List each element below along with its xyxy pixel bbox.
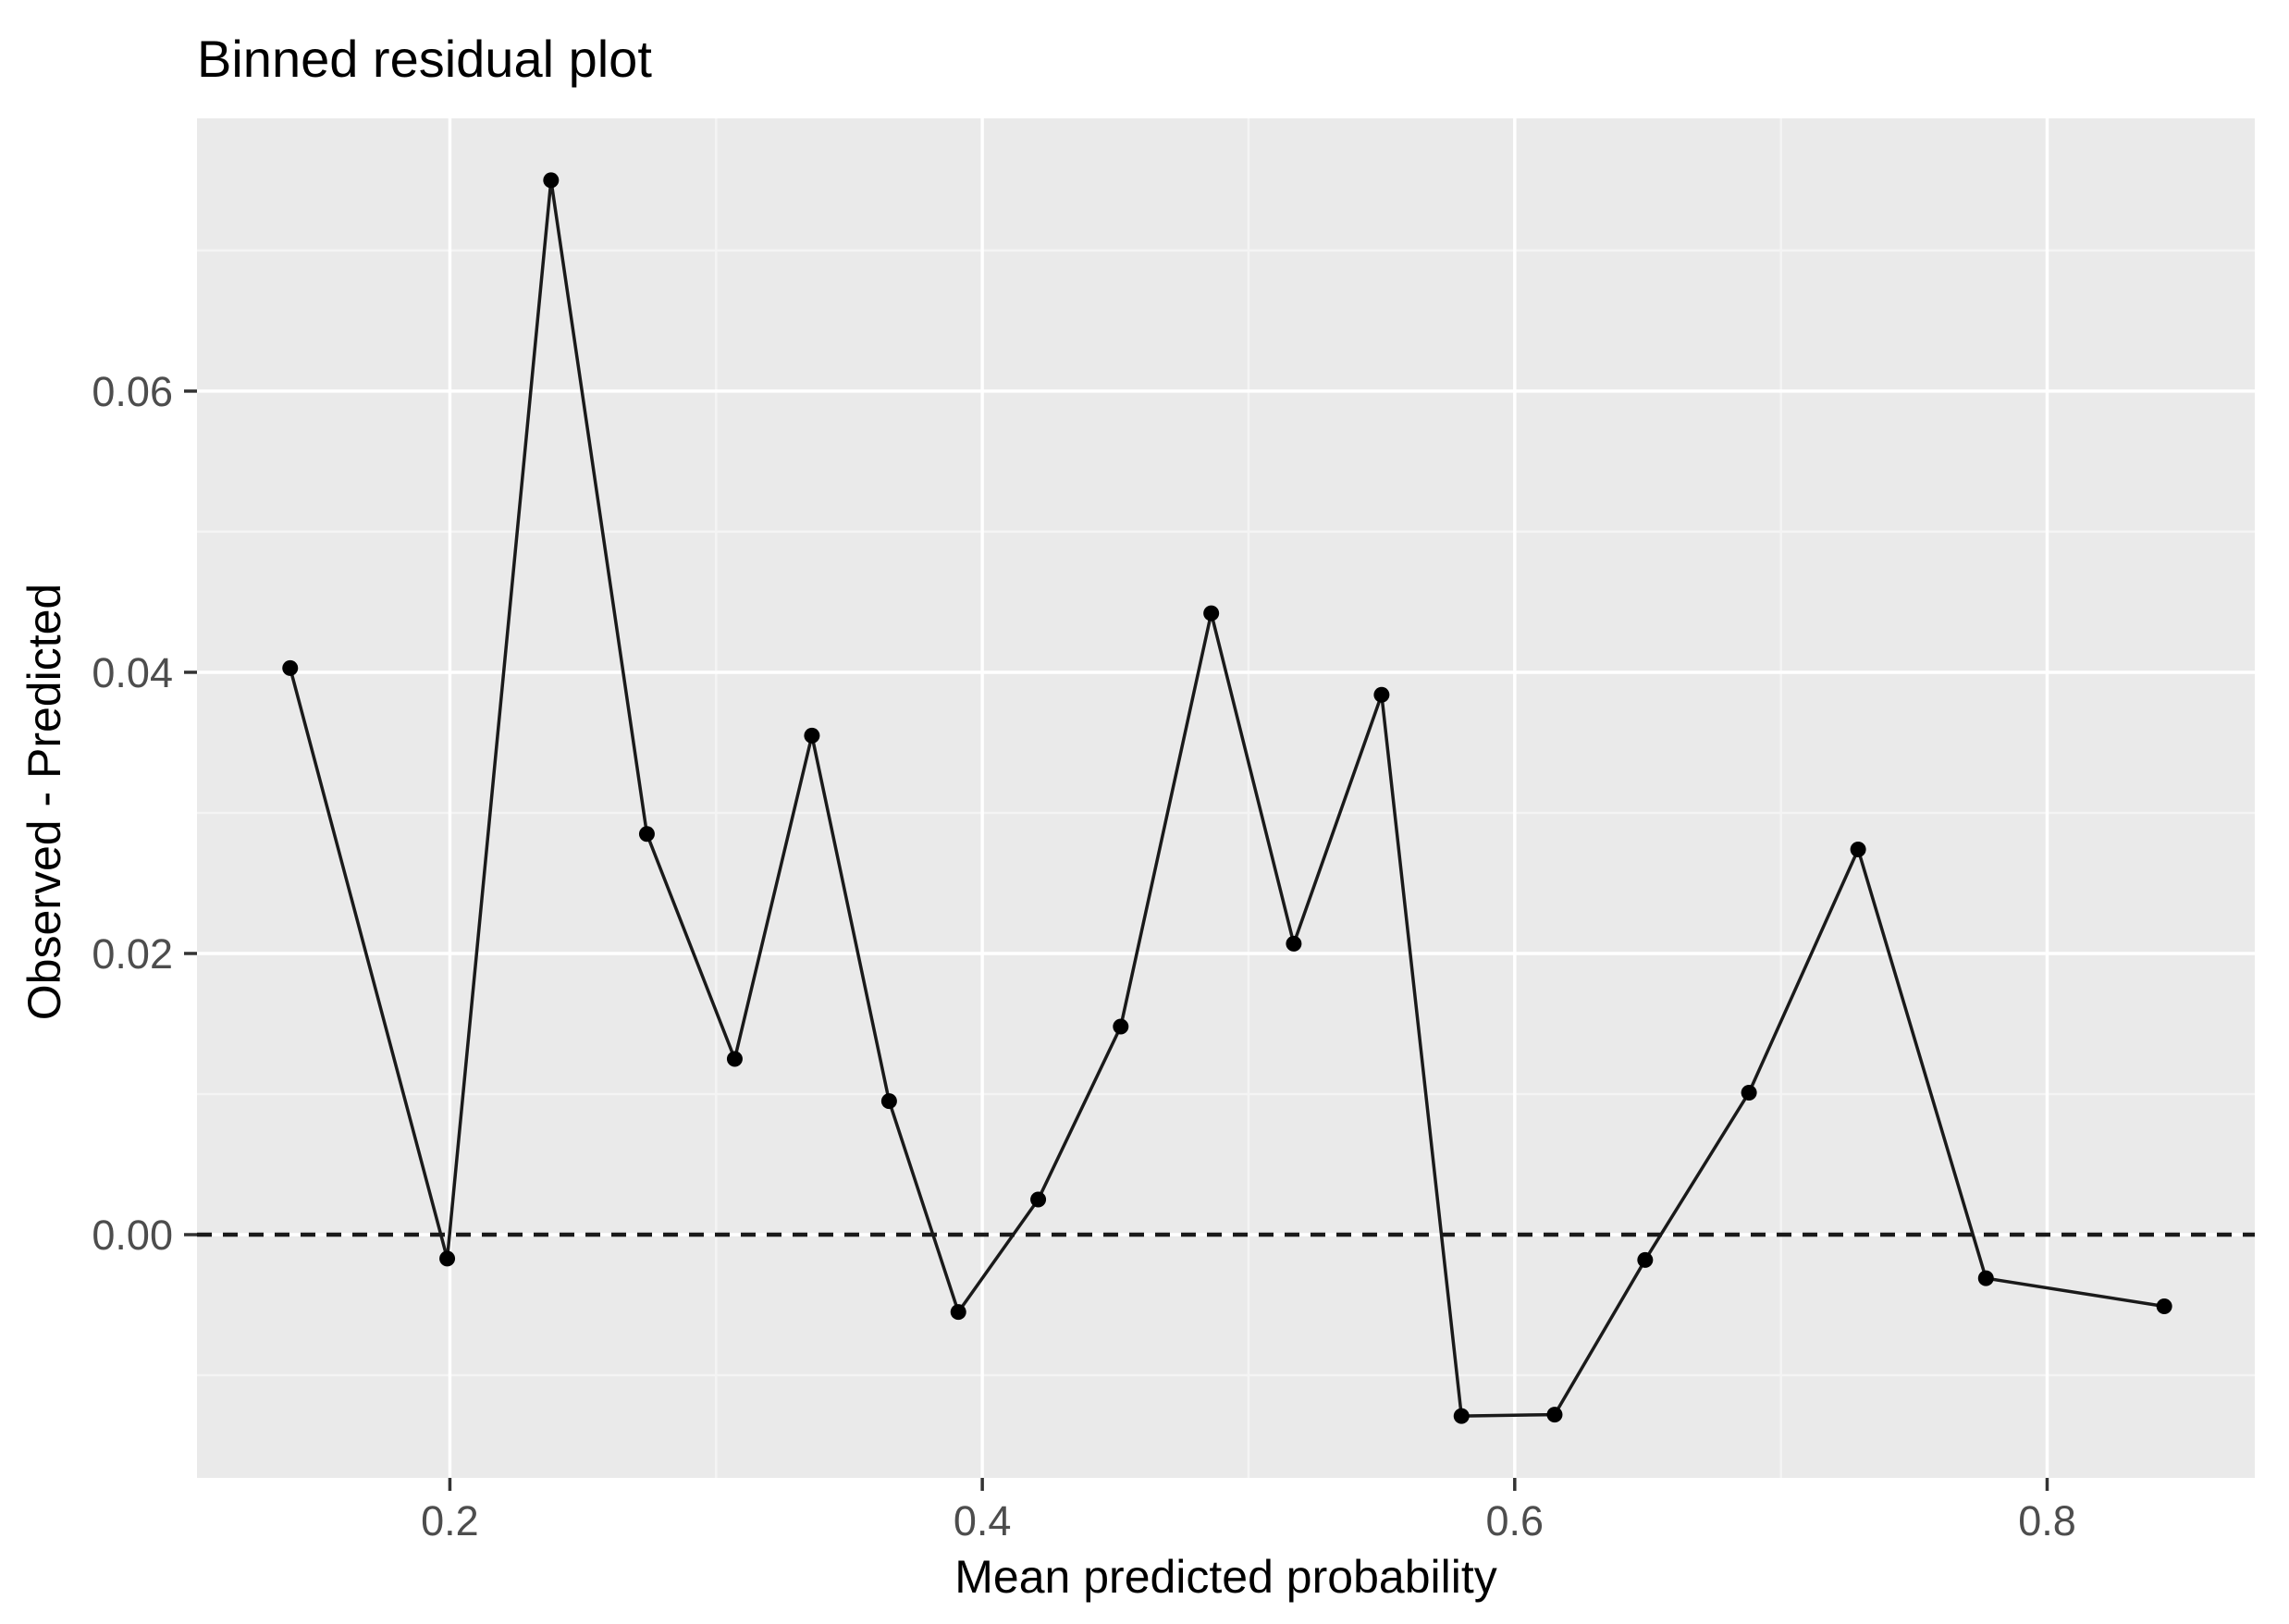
- data-point: [1546, 1407, 1563, 1423]
- data-point: [1977, 1270, 1994, 1286]
- data-point: [1030, 1191, 1047, 1208]
- x-axis-title: Mean predicted probability: [954, 1551, 1497, 1603]
- data-point: [1373, 686, 1390, 703]
- data-point: [1637, 1251, 1654, 1268]
- x-tick-label: 0.8: [2018, 1497, 2076, 1544]
- y-tick-label: 0.02: [92, 930, 173, 978]
- data-point: [638, 826, 655, 843]
- data-point: [1741, 1084, 1757, 1101]
- y-tick-label: 0.06: [92, 368, 173, 415]
- y-tick-label: 0.00: [92, 1212, 173, 1259]
- data-point: [1203, 605, 1220, 621]
- x-tick-label: 0.4: [954, 1497, 1012, 1544]
- y-tick-label: 0.04: [92, 649, 173, 696]
- data-point: [880, 1093, 897, 1110]
- data-point: [2156, 1298, 2172, 1315]
- data-point: [1113, 1018, 1129, 1035]
- residual-line: [288, 178, 2166, 1418]
- x-tick-label: 0.2: [421, 1497, 479, 1544]
- data-point: [804, 727, 820, 744]
- data-point: [726, 1051, 743, 1067]
- data-point: [1850, 841, 1866, 857]
- data-point: [543, 172, 560, 189]
- data-point: [1286, 935, 1302, 952]
- panel-background: [197, 118, 2255, 1478]
- x-tick-label: 0.6: [1486, 1497, 1544, 1544]
- chart-title: Binned residual plot: [197, 30, 652, 88]
- data-point: [439, 1250, 456, 1267]
- data-point: [1453, 1408, 1470, 1424]
- data-point: [282, 659, 299, 676]
- data-point: [950, 1304, 966, 1321]
